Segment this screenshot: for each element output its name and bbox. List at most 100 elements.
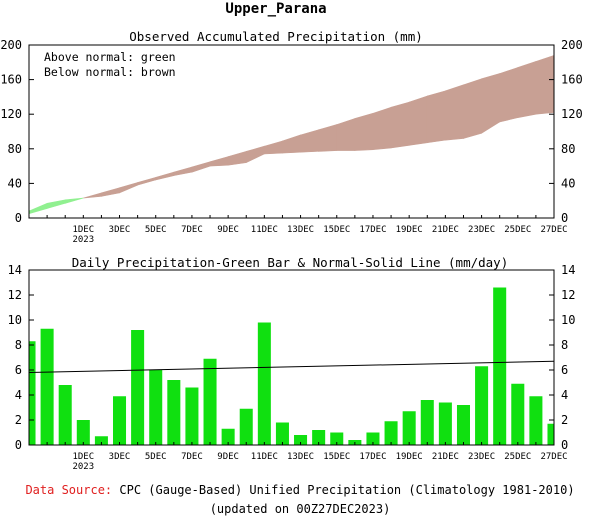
accumulated-ytick-right-label: 80	[561, 142, 575, 156]
accumulated-xtick-label: 15DEC	[323, 225, 350, 235]
accumulated-xtick-label: 9DEC	[217, 225, 239, 235]
accumulated-ytick-left-label: 160	[0, 73, 22, 87]
daily-ytick-left-label: 12	[8, 288, 22, 302]
accumulated-frame	[28, 44, 555, 219]
daily-xtick-label: 25DEC	[504, 452, 531, 462]
daily-bar	[221, 428, 235, 445]
above-normal-area	[46, 199, 66, 209]
daily-panel: Daily Precipitation-Green Bar & Normal-S…	[8, 255, 576, 472]
below-normal-area	[173, 166, 193, 176]
daily-ytick-right-label: 10	[561, 313, 575, 327]
daily-bar	[167, 380, 181, 445]
daily-ytick-left-label: 10	[8, 313, 22, 327]
daily-xtick-label: 13DEC	[287, 452, 314, 462]
accumulated-xtick-label: 11DEC	[251, 225, 278, 235]
data-source-label: Data Source:	[25, 483, 112, 497]
accumulated-ytick-right-label: 40	[561, 176, 575, 190]
below-normal-area	[209, 156, 229, 167]
accumulated-xtick-label: 13DEC	[287, 225, 314, 235]
daily-bar	[76, 420, 90, 445]
accumulated-xtick-label: 19DEC	[396, 225, 423, 235]
accumulated-ytick-left-label: 120	[0, 107, 22, 121]
accumulated-ytick-left-label: 40	[8, 176, 22, 190]
daily-ytick-right-label: 4	[561, 388, 568, 402]
below-normal-area	[354, 112, 374, 151]
accumulated-xtick-label: 1DEC	[72, 225, 94, 235]
daily-bar	[149, 370, 163, 445]
below-normal-area	[137, 176, 157, 186]
below-normal-area	[481, 73, 500, 134]
daily-xtick-label: 21DEC	[432, 452, 459, 462]
daily-bar	[456, 405, 470, 445]
daily-xtick-label: 7DEC	[181, 452, 203, 462]
daily-bar	[113, 396, 127, 445]
below-normal-area	[264, 140, 283, 155]
accumulated-ytick-right-label: 0	[561, 211, 568, 225]
daily-bar	[330, 432, 344, 445]
daily-bar	[529, 396, 543, 445]
data-source-text: CPC (Gauge-Based) Unified Precipitation …	[119, 483, 574, 497]
daily-xtick-label: 27DEC	[540, 452, 567, 462]
below-normal-area	[318, 124, 338, 152]
daily-bar	[257, 322, 271, 445]
below-normal-area	[445, 84, 464, 141]
above-normal-area	[28, 202, 48, 215]
daily-bar	[203, 358, 217, 445]
daily-bar	[312, 430, 326, 445]
below-normal-area	[390, 101, 410, 149]
daily-bar	[239, 408, 253, 445]
daily-xtick-label: 1DEC	[72, 452, 94, 462]
footer: Data Source: CPC (Gauge-Based) Unified P…	[25, 483, 574, 516]
daily-bar	[420, 400, 434, 445]
below-normal-area	[372, 106, 392, 151]
accumulated-xtick-label: 23DEC	[468, 225, 495, 235]
accumulated-xtick-label: 5DEC	[145, 225, 167, 235]
below-normal-area	[282, 134, 301, 154]
daily-xtick-label: 19DEC	[396, 452, 423, 462]
daily-bar	[275, 422, 289, 445]
daily-ytick-right-label: 8	[561, 338, 568, 352]
daily-bar	[475, 366, 489, 445]
above-normal-area	[64, 197, 84, 204]
daily-ytick-right-label: 0	[561, 438, 568, 452]
accumulated-ytick-left-label: 200	[0, 38, 22, 52]
normal-line	[28, 360, 555, 373]
accumulated-xtick-label: 17DEC	[359, 225, 386, 235]
accumulated-title: Observed Accumulated Precipitation (mm)	[129, 29, 423, 44]
daily-ytick-right-label: 14	[561, 263, 575, 277]
below-normal-area	[517, 61, 537, 119]
daily-bar	[294, 435, 308, 445]
daily-bars	[28, 287, 555, 445]
below-normal-area	[155, 171, 175, 181]
below-normal-area	[191, 161, 211, 173]
daily-bar	[384, 421, 398, 445]
daily-bar	[94, 436, 108, 445]
below-normal-area	[300, 129, 319, 153]
below-normal-area	[463, 78, 482, 139]
accumulated-xtick-label: 21DEC	[432, 225, 459, 235]
daily-xtick-label: 23DEC	[468, 452, 495, 462]
daily-ytick-right-label: 2	[561, 413, 568, 427]
below-normal-area	[101, 187, 120, 197]
accumulated-axes: 0 0 40 40 80 80 120 120 160 160 200 200 1DEC 3DEC 5DEC…	[0, 38, 582, 245]
accumulated-year-label: 2023	[72, 235, 94, 245]
below-normal-area	[336, 118, 356, 151]
daily-bar	[40, 328, 54, 445]
daily-ytick-left-label: 8	[15, 338, 22, 352]
accumulated-ytick-left-label: 80	[8, 142, 22, 156]
accumulated-xtick-label: 7DEC	[181, 225, 203, 235]
daily-bar	[438, 402, 452, 445]
daily-year-label: 2023	[72, 462, 94, 472]
data-source-line: Data Source: CPC (Gauge-Based) Unified P…	[25, 483, 574, 497]
accumulated-ytick-left-label: 0	[15, 211, 22, 225]
below-normal-area	[426, 90, 446, 144]
accumulated-panel: Observed Accumulated Precipitation (mm) …	[0, 29, 582, 245]
daily-title: Daily Precipitation-Green Bar & Normal-S…	[72, 255, 509, 270]
daily-bar	[511, 383, 525, 445]
below-normal-area	[408, 95, 428, 146]
daily-axes: 0 0 2 2 4 4 6 6 8 8 10 10 12 12 14 14 1DEC 3DEC 5DEC 7DEC 9D…	[8, 263, 576, 472]
below-normal-area	[245, 145, 265, 164]
daily-bar	[185, 387, 199, 445]
daily-xtick-label: 17DEC	[359, 452, 386, 462]
